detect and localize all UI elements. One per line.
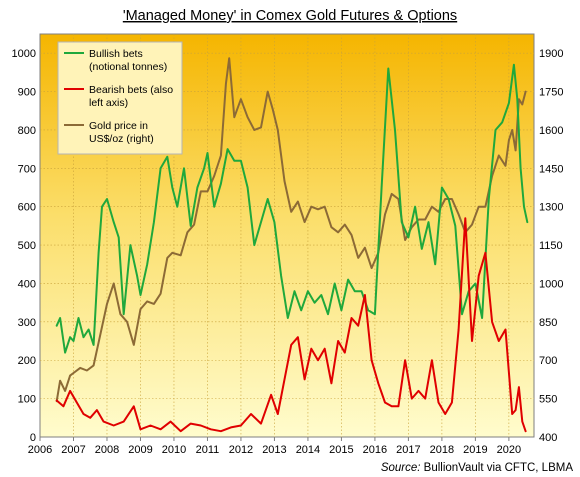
legend: Bullish bets (notional tonnes) Bearish b… [57,41,183,155]
right-axis-tick-label: 1450 [539,163,563,175]
left-axis-tick-label: 100 [18,394,36,406]
x-axis-tick-label: 2017 [396,444,420,456]
legend-label-bullish-2: (notional tonnes) [89,61,167,73]
left-axis-tick-label: 900 [18,87,36,99]
x-axis-tick-label: 2018 [430,444,454,456]
x-axis-ticks: 2006 2007 2008 2009 2010 2011 2012 2013 2014 2015… [28,437,521,456]
x-axis-tick-label: 2019 [463,444,487,456]
left-axis-tick-label: 400 [18,278,36,290]
right-axis-tick-label: 850 [539,317,557,329]
x-axis-tick-label: 2012 [229,444,253,456]
right-axis-tick-label: 1900 [539,48,563,60]
x-axis-tick-label: 2009 [128,444,152,456]
source-note: Source: BullionVault via CFTC, LBMA [381,462,574,474]
x-axis-tick-label: 2010 [162,444,186,456]
chart-title: 'Managed Money' in Comex Gold Futures & … [123,8,457,24]
legend-label-gold-1: Gold price in [89,120,148,132]
x-axis-tick-label: 2020 [497,444,521,456]
left-axis-tick-label: 500 [18,240,36,252]
right-axis-tick-label: 1300 [539,202,563,214]
legend-label-bullish-1: Bullish bets [89,48,143,60]
right-axis-tick-label: 700 [539,355,557,367]
series-layer [55,57,529,433]
left-axis-tick-label: 1000 [12,48,36,60]
source-text: BullionVault via CFTC, LBMA [424,462,574,474]
right-axis-tick-label: 1600 [539,125,563,137]
series-line-gold-price [55,57,527,403]
x-axis-tick-label: 2015 [329,444,353,456]
right-axis-tick-label: 550 [539,394,557,406]
left-axis-tick-label: 700 [18,163,36,175]
left-axis-ticks: 0 100 200 300 400 500 600 700 800 900 1000 [12,48,36,444]
source-label: Source: [381,462,421,474]
left-axis-tick-label: 0 [30,432,36,444]
right-axis-tick-label: 1150 [539,240,563,252]
right-axis-ticks: 400 550 700 850 1000 1150 1300 1450 1600 1750 1900 [539,48,563,444]
series-line-bearish [55,217,527,433]
legend-label-bearish-1: Bearish bets (also [89,84,173,96]
series-line-bullish [55,63,529,354]
left-axis-tick-label: 300 [18,317,36,329]
left-axis-tick-label: 600 [18,202,36,214]
left-axis-tick-label: 200 [18,355,36,367]
x-axis-tick-label: 2008 [95,444,119,456]
legend-box [57,41,183,155]
right-axis-tick-label: 400 [539,432,557,444]
right-axis-tick-label: 1000 [539,278,563,290]
x-axis-tick-label: 2007 [61,444,85,456]
x-axis-tick-label: 2013 [262,444,286,456]
x-axis-tick-label: 2011 [196,444,220,456]
x-axis-tick-label: 2014 [296,444,320,456]
legend-label-bearish-2: left axis) [89,97,128,109]
legend-label-gold-2: US$/oz (right) [89,133,154,145]
left-axis-tick-label: 800 [18,125,36,137]
x-axis-tick-label: 2006 [28,444,52,456]
right-axis-tick-label: 1750 [539,87,563,99]
x-axis-tick-label: 2016 [363,444,387,456]
